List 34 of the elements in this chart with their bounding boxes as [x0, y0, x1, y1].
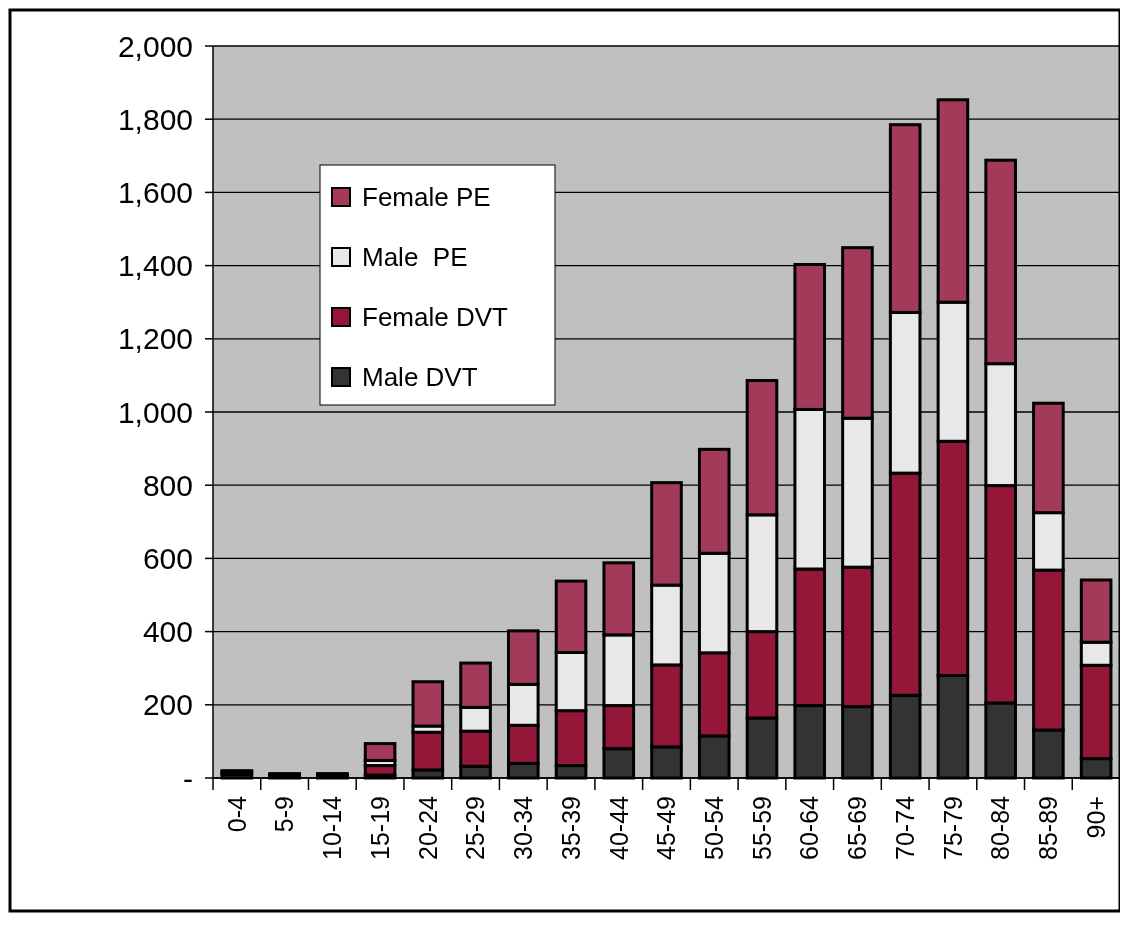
y-tick-label: 1,800 — [117, 102, 193, 136]
x-tick-label: 10-14 — [318, 795, 347, 860]
x-tick-label: 40-44 — [604, 795, 633, 860]
y-tick-label: 600 — [142, 541, 193, 575]
y-tick-label: 2,000 — [117, 29, 193, 63]
x-tick-label: 30-34 — [509, 795, 538, 860]
y-tick-label: 200 — [142, 688, 193, 722]
x-tick-label: 80-84 — [986, 795, 1015, 860]
x-tick-label: 45-49 — [652, 796, 681, 860]
legend-label: Male PE — [362, 242, 468, 273]
x-tick-label: 55-59 — [747, 796, 776, 860]
x-tick-label: 90+ — [1081, 796, 1110, 839]
x-tick-label: 60-64 — [795, 795, 824, 860]
x-tick-label: 25-29 — [461, 796, 490, 860]
x-tick-label: 35-39 — [556, 796, 585, 860]
x-tick-label: 50-54 — [699, 795, 728, 860]
y-tick-label: 1,200 — [117, 322, 193, 356]
y-tick-label: - — [183, 761, 193, 795]
y-tick-label: 400 — [142, 615, 193, 649]
y-tick-label: 800 — [142, 468, 193, 502]
y-tick-label: 1,600 — [117, 175, 193, 209]
legend-label: Female DVT — [362, 302, 509, 333]
x-tick-label: 65-69 — [843, 796, 872, 860]
y-tick-label: 1,000 — [117, 395, 193, 429]
x-tick-label: 5-9 — [270, 796, 299, 833]
x-tick-label: 85-89 — [1034, 796, 1063, 860]
legend-label: Male DVT — [362, 362, 478, 393]
x-tick-label: 15-19 — [365, 796, 394, 860]
x-tick-label: 0-4 — [222, 795, 251, 833]
y-tick-label: 1,400 — [117, 249, 193, 283]
legend-label: Female PE — [362, 182, 491, 213]
x-tick-label: 75-79 — [938, 796, 967, 860]
x-tick-label: 20-24 — [413, 795, 442, 860]
x-tick-label: 70-74 — [890, 795, 919, 860]
